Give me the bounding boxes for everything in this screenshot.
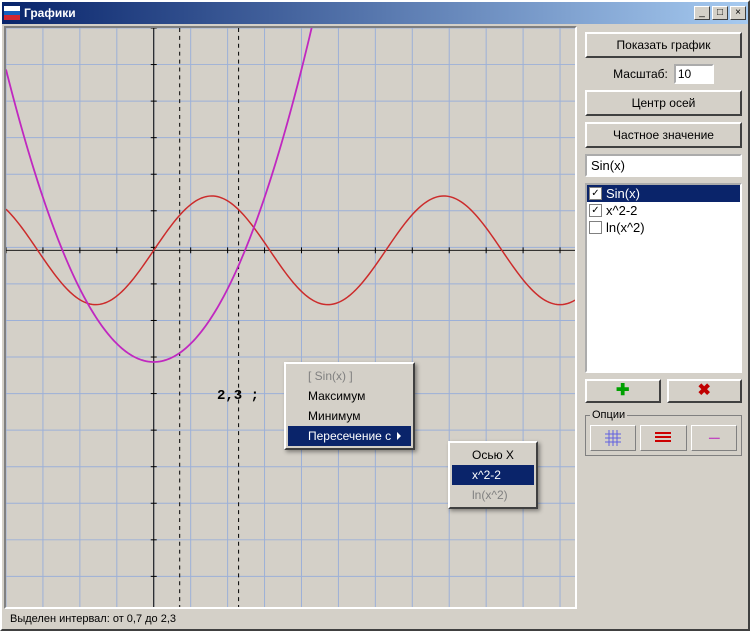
function-label: Sin(x)	[606, 186, 640, 201]
checkbox[interactable]: ✓	[589, 187, 602, 200]
function-list-item[interactable]: ✓ x^2-2	[587, 202, 740, 219]
plot-area[interactable]: 2,3 ; [ Sin(x) ]МаксимумМинимумПересечен…	[4, 26, 577, 609]
status-bar: Выделен интервал: от 0,7 до 2,3	[4, 609, 577, 627]
menu-item[interactable]: Пересечение с	[288, 426, 411, 446]
titlebar[interactable]: Графики _ □ ×	[2, 2, 748, 24]
partial-value-button[interactable]: Частное значение	[585, 122, 742, 148]
dash-option-button[interactable]: ----	[691, 425, 737, 451]
checkbox[interactable]	[589, 221, 602, 234]
remove-function-button[interactable]: ✖	[667, 379, 743, 403]
function-list[interactable]: ✓ Sin(x) ✓ x^2-2 ln(x^2)	[585, 183, 742, 373]
options-group: Опции	[585, 409, 742, 456]
function-list-item[interactable]: ✓ Sin(x)	[587, 185, 740, 202]
left-column: 2,3 ; [ Sin(x) ]МаксимумМинимумПересечен…	[4, 26, 577, 627]
menu-item: [ Sin(x) ]	[288, 366, 411, 386]
context-submenu[interactable]: Осью Xx^2-2ln(x^2)	[448, 441, 538, 509]
menu-item[interactable]: Минимум	[288, 406, 411, 426]
add-remove-row: ✚ ✖	[585, 379, 742, 403]
function-label: x^2-2	[606, 203, 637, 218]
app-icon	[4, 6, 20, 20]
context-menu[interactable]: [ Sin(x) ]МаксимумМинимумПересечение с	[284, 362, 415, 450]
submenu-item: ln(x^2)	[452, 485, 534, 505]
function-label: ln(x^2)	[606, 220, 645, 235]
client-area: 2,3 ; [ Sin(x) ]МаксимумМинимумПересечен…	[2, 24, 748, 629]
scale-row: Масштаб:	[585, 64, 742, 84]
app-window: Графики _ □ × 2,3 ; [ Sin(x) ]МаксимумМи…	[0, 0, 750, 631]
submenu-item[interactable]: Осью X	[452, 445, 534, 465]
options-legend: Опции	[590, 409, 627, 421]
function-list-item[interactable]: ln(x^2)	[587, 219, 740, 236]
center-axes-button[interactable]: Центр осей	[585, 90, 742, 116]
cross-icon: ✖	[698, 382, 711, 399]
minimize-button[interactable]: _	[694, 6, 710, 20]
plot-canvas	[6, 28, 575, 607]
window-title: Графики	[24, 6, 694, 20]
menu-item[interactable]: Максимум	[288, 386, 411, 406]
coord-readout: 2,3 ;	[217, 388, 259, 404]
side-panel: Показать график Масштаб: Центр осей Част…	[581, 26, 746, 627]
submenu-item[interactable]: x^2-2	[452, 465, 534, 485]
show-graph-button[interactable]: Показать график	[585, 32, 742, 58]
grid-option-button[interactable]	[590, 425, 636, 451]
maximize-button[interactable]: □	[712, 6, 728, 20]
scale-input[interactable]	[674, 64, 714, 84]
dash-icon: ----	[708, 432, 719, 444]
window-controls: _ □ ×	[694, 6, 746, 20]
scale-label: Масштаб:	[613, 67, 668, 81]
grid-icon	[605, 430, 621, 446]
function-input[interactable]	[585, 154, 742, 177]
checkbox[interactable]: ✓	[589, 204, 602, 217]
lines-option-button[interactable]	[640, 425, 686, 451]
close-button[interactable]: ×	[730, 6, 746, 20]
plus-icon: ✚	[616, 382, 629, 399]
add-function-button[interactable]: ✚	[585, 379, 661, 403]
lines-icon	[655, 432, 671, 444]
